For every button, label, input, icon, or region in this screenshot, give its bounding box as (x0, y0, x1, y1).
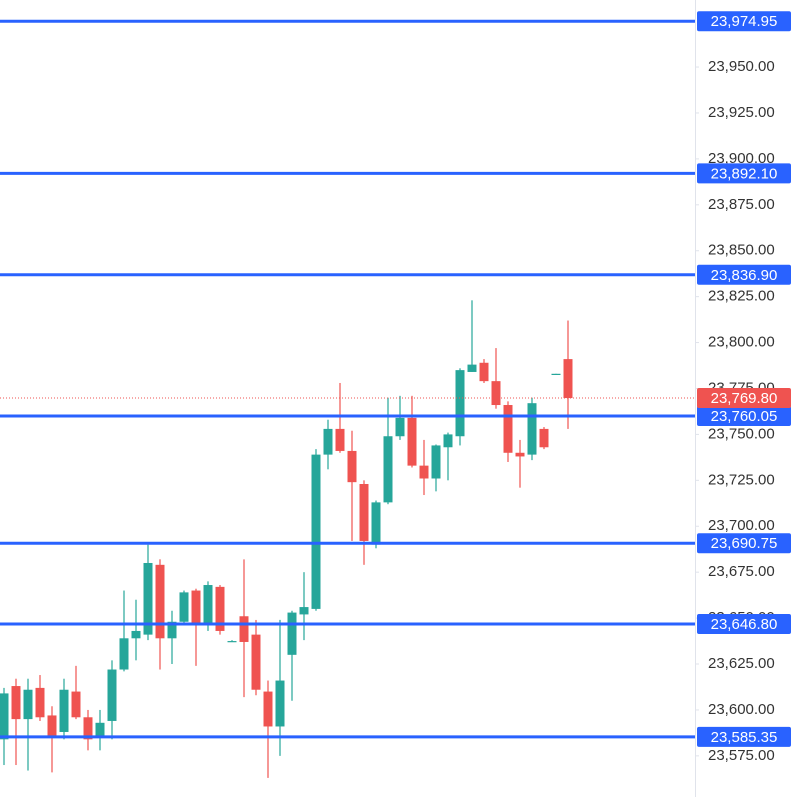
candle-body (227, 641, 237, 643)
candle-body (467, 364, 477, 372)
y-tick-label: 23,800.00 (708, 334, 775, 351)
y-tick-label: 23,875.00 (708, 196, 775, 213)
y-tick-label: 23,850.00 (708, 242, 775, 259)
candle-body (407, 417, 417, 466)
candle-body (251, 634, 261, 690)
candle-body (287, 612, 297, 655)
candle-body (107, 669, 117, 721)
level-label: 23,974.95 (711, 13, 778, 30)
y-tick-label: 23,950.00 (708, 58, 775, 75)
y-tick-label: 23,750.00 (708, 425, 775, 442)
candle-body (311, 454, 321, 609)
candle-body (443, 434, 453, 448)
candle-body (515, 452, 525, 457)
level-label: 23,690.75 (711, 535, 778, 552)
y-tick-label: 23,925.00 (708, 104, 775, 121)
level-label-bg (697, 533, 791, 554)
y-tick-label: 23,900.00 (708, 150, 775, 167)
candle-body (191, 590, 201, 626)
candle-body (299, 607, 309, 615)
candle-body (263, 691, 273, 727)
candle-body (323, 428, 333, 455)
candle-body (0, 693, 9, 740)
candle-body (275, 680, 285, 727)
level-label-bg (697, 613, 791, 634)
candle-body (335, 428, 345, 451)
candle-body (167, 621, 177, 639)
candle-body (203, 585, 213, 624)
y-tick-label: 23,825.00 (708, 288, 775, 305)
candle-body (479, 362, 489, 382)
y-tick-label: 23,725.00 (708, 471, 775, 488)
candle-body (47, 715, 57, 736)
candle-body (215, 586, 225, 631)
candle-body (179, 592, 189, 622)
y-tick-label: 23,600.00 (708, 701, 775, 718)
candle-body (71, 691, 81, 718)
candle-body (239, 616, 249, 642)
candle-body (11, 686, 21, 720)
candle-body (455, 370, 465, 437)
candle-body (95, 722, 105, 738)
level-label: 23,760.05 (711, 408, 778, 425)
candle-body (131, 630, 141, 639)
last-price-label: 23,769.80 (711, 390, 778, 407)
candle-body (347, 450, 357, 483)
level-label-bg (697, 726, 791, 747)
candle-body (539, 428, 549, 448)
level-label-bg (697, 11, 791, 32)
y-tick-label: 23,625.00 (708, 655, 775, 672)
candle-body (563, 359, 573, 399)
last-price-label-bg (697, 388, 791, 409)
candle-body (527, 403, 537, 455)
candle-body (491, 381, 501, 406)
candle-body (359, 484, 369, 541)
level-label-bg (697, 163, 791, 184)
candle-body (119, 638, 129, 670)
candle-body (35, 687, 45, 718)
candle-body (383, 436, 393, 503)
candle-body (23, 689, 33, 720)
candle-body (371, 502, 381, 545)
level-label: 23,585.35 (711, 729, 778, 746)
candle-body (419, 465, 429, 479)
level-label: 23,836.90 (711, 267, 778, 284)
candle-body (395, 417, 405, 437)
level-label: 23,892.10 (711, 165, 778, 182)
candle-body (155, 564, 165, 639)
candle-body (143, 562, 153, 635)
candle-body (551, 373, 561, 375)
y-tick-label: 23,675.00 (708, 563, 775, 580)
level-label-bg (697, 264, 791, 285)
candle-body (59, 689, 69, 732)
candle-body (503, 405, 513, 453)
candle-body (431, 445, 441, 479)
y-tick-label: 23,575.00 (708, 747, 775, 764)
y-tick-label: 23,700.00 (708, 517, 775, 534)
level-label: 23,646.80 (711, 616, 778, 633)
level-label-bg (697, 405, 791, 426)
candle-body (83, 717, 93, 740)
